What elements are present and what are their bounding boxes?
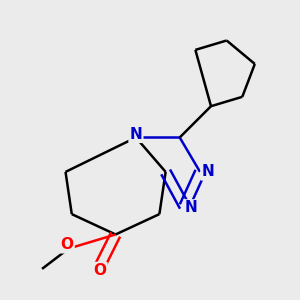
Text: O: O (93, 263, 106, 278)
Text: N: N (184, 200, 197, 215)
Text: N: N (130, 127, 142, 142)
Text: N: N (202, 164, 214, 179)
Text: O: O (61, 237, 74, 252)
